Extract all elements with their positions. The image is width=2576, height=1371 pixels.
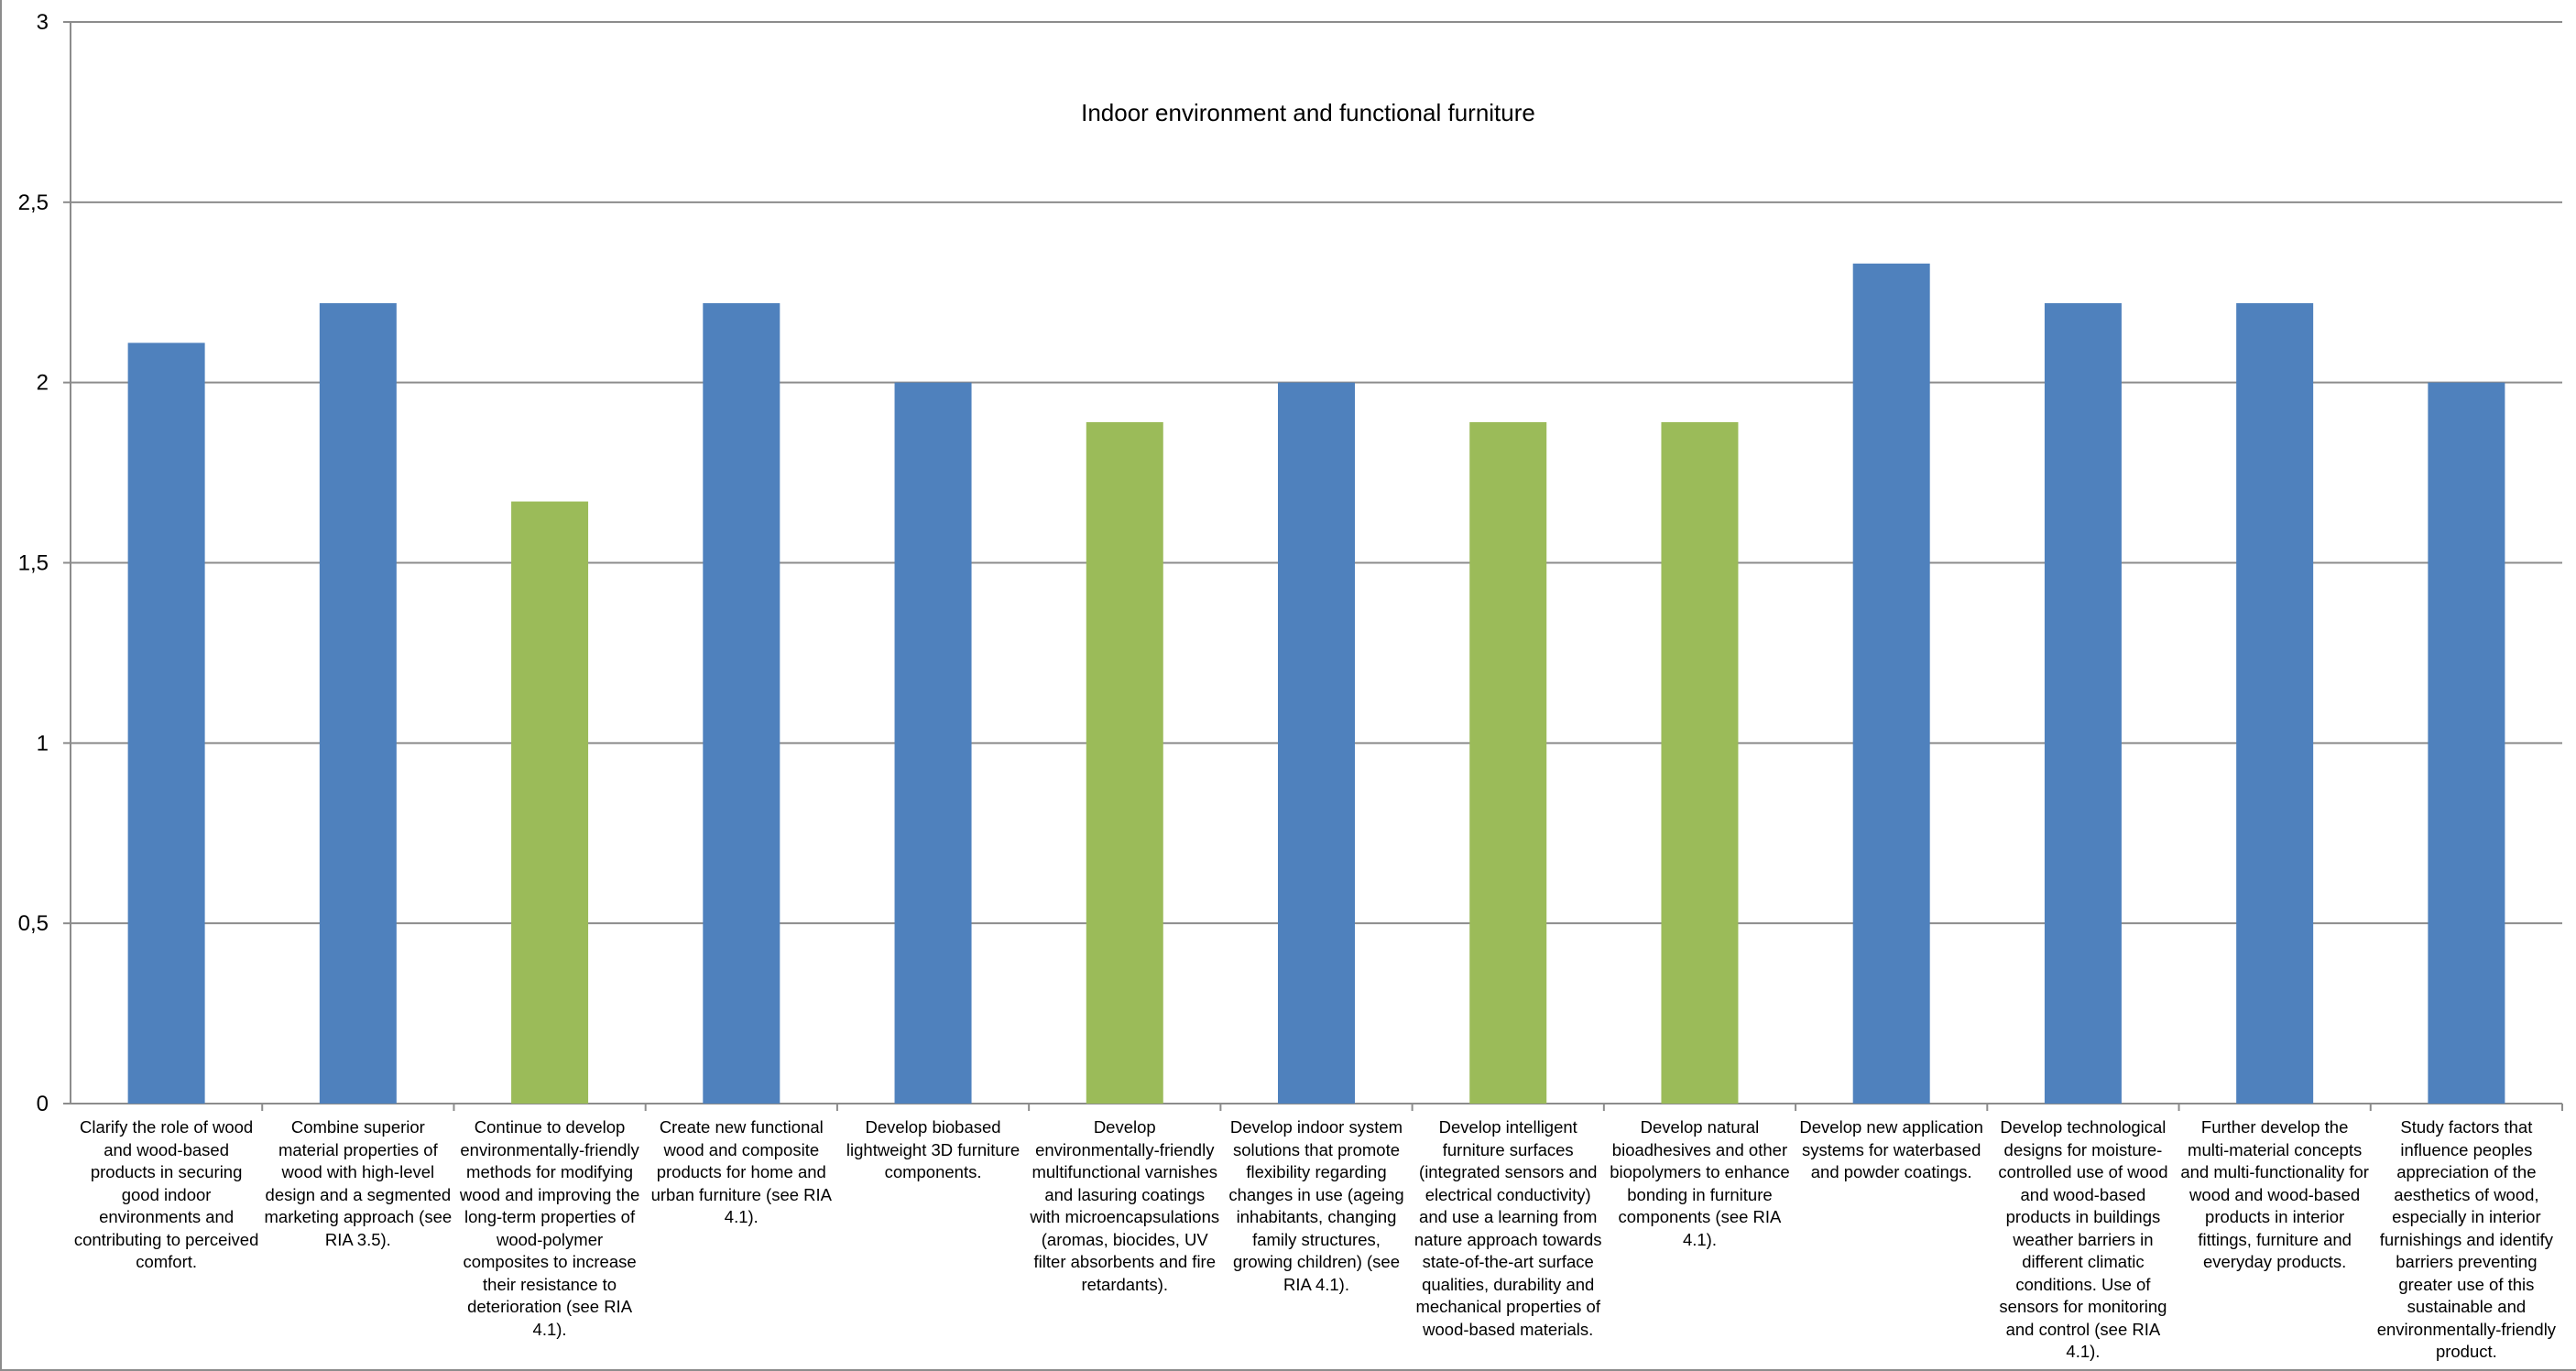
bar-10	[1852, 263, 1930, 1104]
bar-8	[1469, 421, 1547, 1104]
x-category-label: Develop environmentally-friendly multifu…	[1030, 1117, 1220, 1294]
y-tick-label: 3	[37, 10, 49, 35]
y-tick-label: 0,5	[18, 911, 49, 936]
bar-9	[1661, 421, 1739, 1104]
bar-3	[511, 501, 589, 1104]
x-category-label: Combine superior material properties of …	[264, 1117, 453, 1249]
bar-5	[894, 382, 972, 1104]
x-category-label: Study factors that influence peoples app…	[2376, 1117, 2557, 1361]
bar-1	[127, 343, 205, 1104]
x-category-label: Develop intelligent furniture surfaces (…	[1414, 1117, 1602, 1339]
y-tick-label: 1,5	[18, 551, 49, 576]
x-category-label: Develop biobased lightweight 3D furnitur…	[846, 1117, 1021, 1181]
bar-4	[703, 303, 780, 1104]
bar-12	[2236, 303, 2314, 1104]
x-category-label: Further develop the multi-material conce…	[2180, 1117, 2369, 1271]
bar-6	[1086, 421, 1163, 1104]
y-tick-labels: 0 0,5 1 1,5 2 2,5 3	[18, 10, 49, 1116]
bar-2	[319, 303, 397, 1104]
chart-title: Indoor environment and functional furnit…	[1081, 99, 1535, 126]
x-category-label: Develop new application systems for wate…	[1799, 1117, 1983, 1181]
bar-7	[1278, 382, 1355, 1104]
y-tick-label: 1	[37, 731, 49, 756]
x-category-label: Develop technological designs for moistu…	[1998, 1117, 2168, 1361]
x-category-label: Develop indoor system solutions that pro…	[1228, 1117, 1404, 1294]
bar-13	[2428, 382, 2505, 1104]
x-category-label: Develop natural bioadhesives and other b…	[1610, 1117, 1790, 1249]
bars	[127, 263, 2505, 1104]
y-tick-label: 2,5	[18, 190, 49, 215]
y-tick-label: 0	[37, 1092, 49, 1116]
bar-11	[2044, 303, 2122, 1104]
x-category-label: Create new functional wood and composite…	[650, 1117, 833, 1226]
y-tick-label: 2	[37, 371, 49, 396]
x-category-label: Clarify the role of wood and wood-based …	[73, 1117, 259, 1271]
x-category-label: Continue to develop environmentally-frie…	[459, 1117, 640, 1339]
